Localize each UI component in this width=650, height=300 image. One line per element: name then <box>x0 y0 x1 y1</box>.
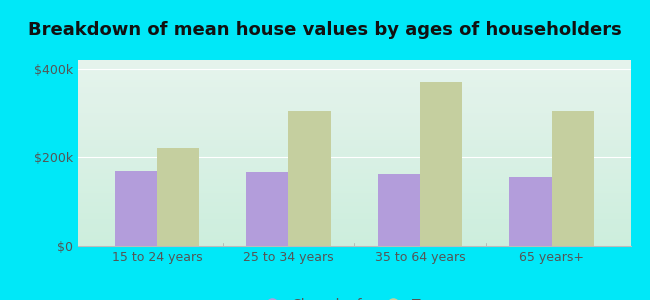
Legend: Cloverleaf, Texas: Cloverleaf, Texas <box>253 292 456 300</box>
Bar <box>420 82 462 246</box>
Bar <box>289 111 331 246</box>
Bar <box>246 172 289 246</box>
Bar <box>157 148 199 246</box>
Bar <box>115 171 157 246</box>
Bar <box>552 111 593 246</box>
Bar <box>510 177 552 246</box>
Text: Breakdown of mean house values by ages of householders: Breakdown of mean house values by ages o… <box>28 21 622 39</box>
Bar <box>378 174 420 246</box>
